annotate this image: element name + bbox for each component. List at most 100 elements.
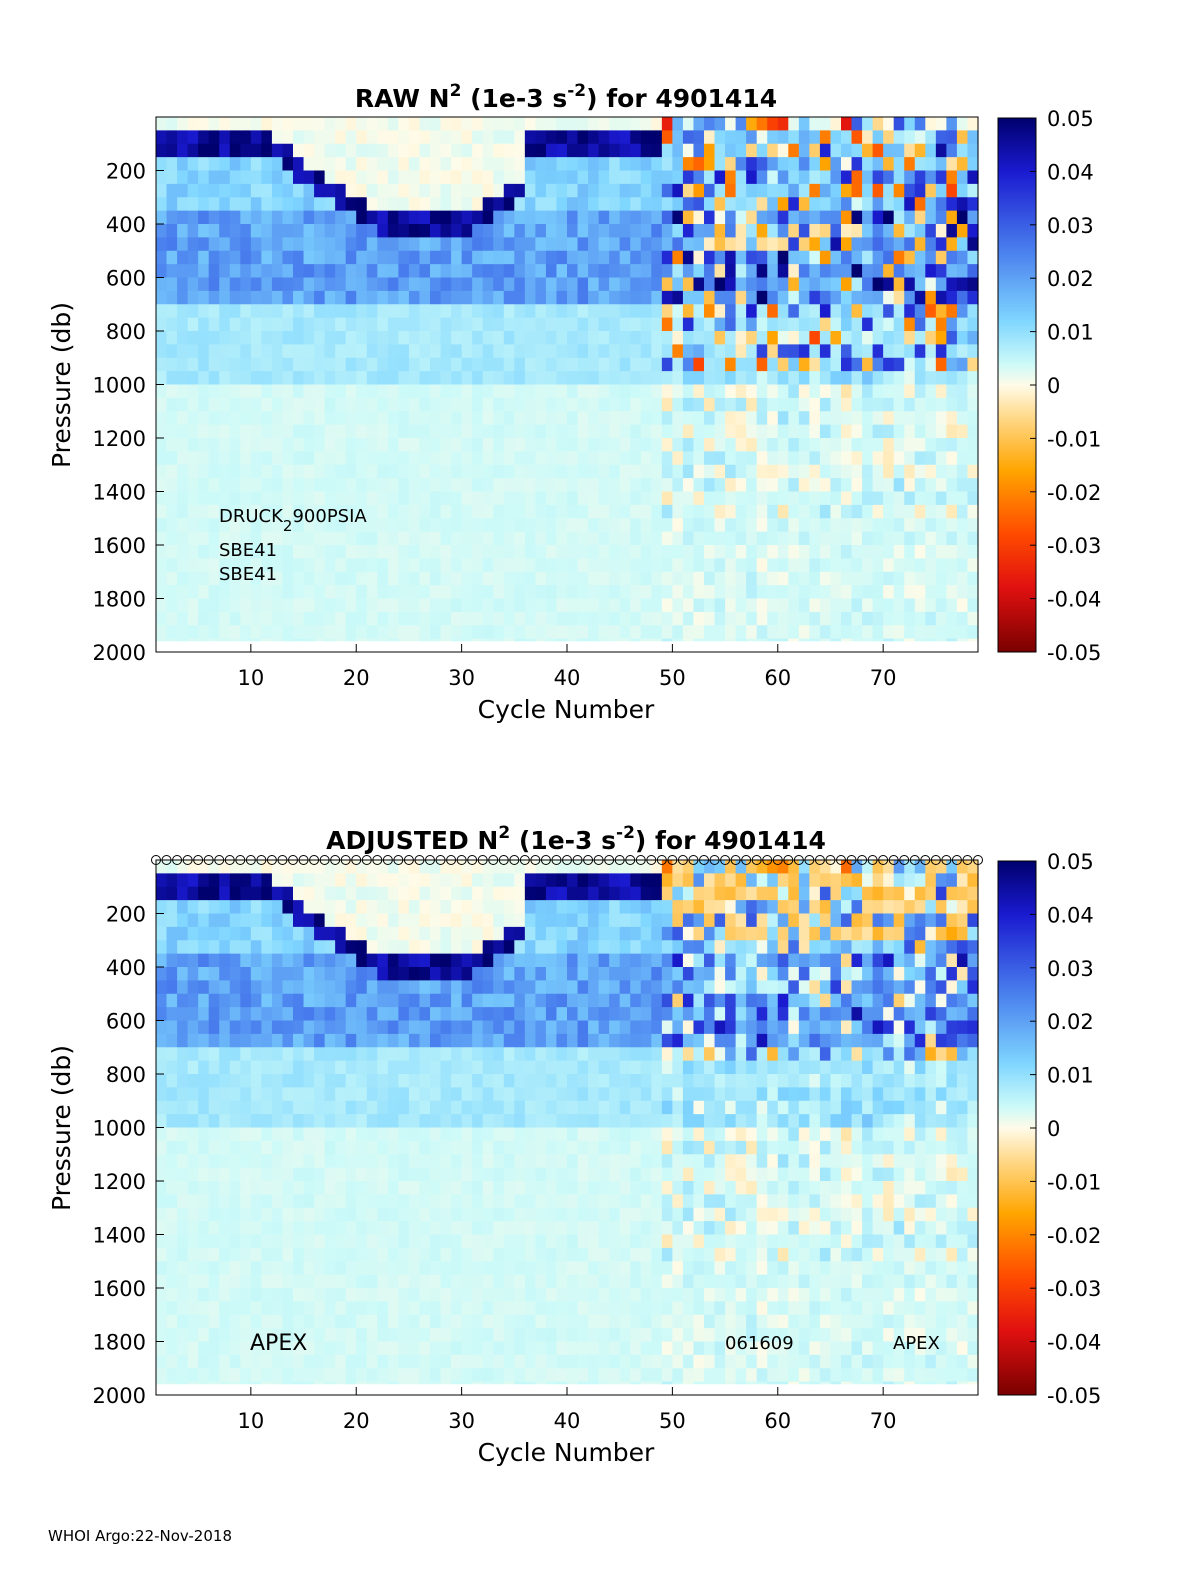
heatmap-cell <box>746 170 758 185</box>
heatmap-cell <box>451 993 463 1008</box>
heatmap-cell <box>514 130 526 145</box>
heatmap-cell <box>598 571 610 586</box>
heatmap-cell <box>387 491 399 506</box>
heatmap-cell <box>798 638 810 642</box>
heatmap-cell <box>819 638 832 642</box>
heatmap-cell <box>440 873 452 888</box>
heatmap-cell <box>345 1181 357 1195</box>
heatmap-cell <box>314 1341 326 1356</box>
heatmap-cell <box>714 397 726 412</box>
heatmap-cell <box>503 926 515 941</box>
heatmap-cell <box>651 611 663 626</box>
heatmap-cell <box>556 224 568 238</box>
heatmap-cell <box>598 224 610 238</box>
heatmap-cell <box>229 1140 241 1155</box>
heatmap-cell <box>967 625 979 640</box>
heatmap-cell <box>535 331 547 345</box>
heatmap-cell <box>177 464 189 479</box>
heatmap-cell <box>387 478 399 493</box>
heatmap-cell <box>841 264 853 279</box>
heatmap-cell <box>408 224 421 238</box>
heatmap-cell <box>324 1194 336 1209</box>
heatmap-cell <box>967 464 979 479</box>
heatmap-cell <box>577 210 589 225</box>
heatmap-cell <box>430 464 442 479</box>
heatmap-cell <box>177 531 189 546</box>
heatmap-cell <box>967 290 979 305</box>
heatmap-cell <box>935 344 947 359</box>
heatmap-cell <box>177 980 189 995</box>
heatmap-cell <box>229 1074 241 1088</box>
heatmap-cell <box>240 264 252 279</box>
heatmap-cell <box>356 1181 368 1195</box>
heatmap-cell <box>535 1234 547 1249</box>
heatmap-cell <box>514 518 526 533</box>
heatmap-cell <box>619 1368 631 1383</box>
heatmap-cell <box>862 250 874 265</box>
heatmap-cell <box>219 331 231 345</box>
heatmap-cell <box>556 1060 568 1075</box>
heatmap-cell <box>187 638 199 642</box>
heatmap-cell <box>208 1140 220 1155</box>
heatmap-cell <box>609 224 621 238</box>
heatmap-cell <box>293 545 305 559</box>
heatmap-cell <box>788 625 800 640</box>
heatmap-cell <box>408 1033 421 1048</box>
heatmap-cell <box>398 1140 410 1155</box>
heatmap-cell <box>609 130 621 145</box>
heatmap-cell <box>935 304 947 319</box>
heatmap-cell <box>630 210 642 225</box>
heatmap-cell <box>714 371 726 386</box>
heatmap-cell <box>461 900 473 915</box>
heatmap-cell <box>946 344 958 359</box>
heatmap-cell <box>935 130 947 145</box>
heatmap-cell <box>704 531 716 546</box>
heatmap-cell <box>482 197 494 212</box>
heatmap-cell <box>619 900 631 915</box>
heatmap-cell <box>609 980 621 995</box>
heatmap-cell <box>798 210 810 225</box>
heatmap-cell <box>314 264 326 279</box>
heatmap-cell <box>588 1207 600 1222</box>
heatmap-cell <box>282 384 294 399</box>
heatmap-cell <box>609 1020 621 1035</box>
heatmap-cell <box>756 143 768 158</box>
heatmap-cell <box>809 183 821 198</box>
heatmap-cell <box>714 117 726 131</box>
heatmap-cell <box>472 290 484 305</box>
heatmap-cell <box>324 860 336 874</box>
heatmap-cell <box>893 357 905 372</box>
heatmap-cell <box>514 491 526 506</box>
heatmap-cell <box>250 237 262 252</box>
heatmap-cell <box>430 926 442 941</box>
heatmap-cell <box>482 143 494 158</box>
heatmap-cell <box>440 157 452 172</box>
heatmap-cell <box>156 967 168 981</box>
heatmap-cell <box>472 130 484 145</box>
heatmap-cell <box>440 900 452 915</box>
heatmap-cell <box>609 1261 621 1276</box>
heatmap-cell <box>503 1288 515 1302</box>
heatmap-cell <box>640 344 652 359</box>
heatmap-cell <box>387 1020 399 1035</box>
heatmap-cell <box>261 638 273 642</box>
heatmap-cell <box>661 451 673 466</box>
heatmap-cell <box>387 967 399 981</box>
heatmap-cell <box>177 1100 189 1115</box>
heatmap-cell <box>524 504 536 519</box>
heatmap-cell <box>872 277 884 292</box>
y-tick-label: 400 <box>106 213 146 237</box>
heatmap-cell <box>767 277 779 292</box>
heatmap-cell <box>419 464 431 479</box>
heatmap-cell <box>293 384 305 399</box>
heatmap-cell <box>198 491 210 506</box>
heatmap-cell <box>187 518 199 533</box>
heatmap-cell <box>545 183 558 198</box>
heatmap-cell <box>651 331 663 345</box>
heatmap-cell <box>198 1314 210 1329</box>
heatmap-cell <box>303 1354 315 1369</box>
heatmap-cell <box>261 1114 273 1129</box>
heatmap-cell <box>198 1381 210 1385</box>
heatmap-cell <box>493 1221 505 1236</box>
heatmap-cell <box>271 1007 284 1022</box>
